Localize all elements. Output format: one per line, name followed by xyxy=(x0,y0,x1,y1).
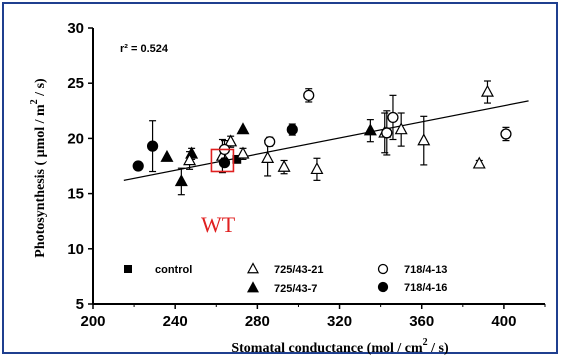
x-axis-label: Stomatal conductance (mol / cm2 / s) xyxy=(231,337,449,356)
y-axis-label: Photosynthesis ( μmol / m2 / s) xyxy=(29,78,48,258)
legend: control 725/43-21 718/4-13 725/43-7 718/4-16 xyxy=(124,262,447,295)
legend-marker-718-4-16 xyxy=(377,281,389,293)
y-tick-label: 5 xyxy=(76,296,84,313)
y-axis-label-sup: 2 xyxy=(29,99,40,104)
wt-highlight-box xyxy=(210,148,235,173)
point-725-43-21 xyxy=(277,159,291,172)
point-718-4-16 xyxy=(132,160,144,172)
legend-label-725-43-7: 725/43-7 xyxy=(274,283,317,295)
point-718-4-13 xyxy=(381,127,393,139)
data-points xyxy=(132,80,512,196)
point-control xyxy=(232,154,242,164)
point-725-43-21 xyxy=(472,156,486,169)
point-718-4-16 xyxy=(286,123,298,136)
y-tick-label: 20 xyxy=(67,130,84,147)
x-tick-label: 200 xyxy=(80,313,105,330)
x-axis-label-tail: / s) xyxy=(428,341,449,356)
x-axis-label-text: Stomatal conductance (mol / cm xyxy=(231,341,423,356)
point-718-4-16 xyxy=(218,157,231,169)
x-axis-label-sup: 2 xyxy=(423,337,428,348)
point-725-43-7 xyxy=(363,123,377,136)
legend-label-725-43-21: 725/43-21 xyxy=(274,264,324,276)
y-tick-label: 25 xyxy=(67,75,84,92)
point-725-43-7 xyxy=(174,174,188,187)
legend-label-718-4-16: 718/4-16 xyxy=(404,282,447,294)
point-725-43-21 xyxy=(480,84,494,97)
point-725-43-21 xyxy=(183,153,197,166)
x-tick-label: 280 xyxy=(245,313,270,330)
x-tick-label: 320 xyxy=(327,313,352,330)
point-718-4-13 xyxy=(387,111,399,124)
tick-labels: 200 240 280 320 360 400 5 10 15 20 25 30 xyxy=(67,20,516,330)
regression-line xyxy=(123,100,529,181)
point-725-43-7 xyxy=(160,149,174,162)
figure-frame xyxy=(2,2,558,354)
point-718-4-16 xyxy=(146,140,159,152)
legend-label-718-4-13: 718/4-13 xyxy=(404,264,447,276)
point-725-43-21 xyxy=(394,122,408,135)
y-tick-label: 10 xyxy=(67,241,84,258)
point-725-43-21 xyxy=(261,150,275,163)
point-725-43-7 xyxy=(185,146,199,159)
point-725-43-21 xyxy=(417,133,431,146)
y-tick-label: 30 xyxy=(67,20,84,37)
axes xyxy=(88,27,546,309)
point-718-4-13 xyxy=(500,128,512,140)
legend-marker-718-4-13 xyxy=(377,263,389,275)
point-718-4-13 xyxy=(303,89,315,101)
point-725-43-7 xyxy=(236,122,250,135)
r-squared-annotation: r² = 0.524 xyxy=(120,43,169,55)
point-725-43-21 xyxy=(310,162,324,175)
legend-label-control: control xyxy=(155,264,192,276)
x-tick-label: 400 xyxy=(491,313,516,330)
x-tick-label: 240 xyxy=(163,313,188,330)
y-axis-label-text: Photosynthesis ( μmol / m xyxy=(33,104,48,258)
point-718-4-13 xyxy=(264,136,276,148)
y-axis-label-tail: / s) xyxy=(33,78,48,99)
wt-annotation: WT xyxy=(201,212,236,237)
x-tick-label: 360 xyxy=(409,313,434,330)
legend-marker-725-43-7 xyxy=(246,281,260,293)
point-725-43-21 xyxy=(236,146,250,159)
y-tick-label: 15 xyxy=(67,186,84,203)
regression-line-group xyxy=(123,100,529,181)
legend-marker-725-43-21 xyxy=(246,262,260,274)
legend-marker-control xyxy=(124,265,132,273)
